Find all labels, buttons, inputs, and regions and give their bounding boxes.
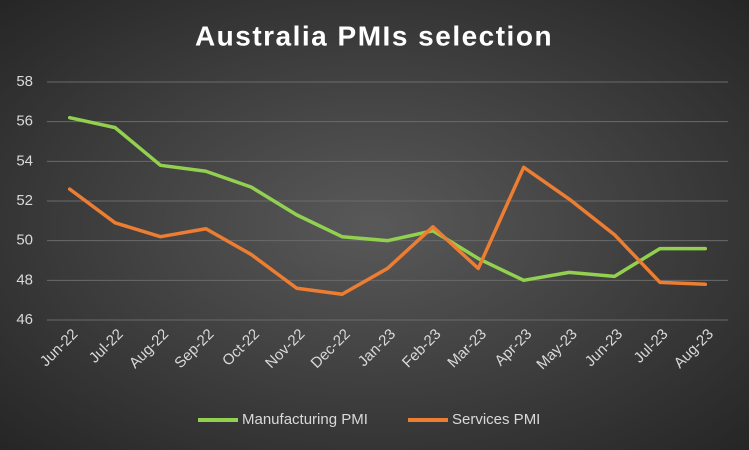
series-line (67, 165, 708, 296)
y-tick-label: 56 (16, 113, 33, 130)
y-tick-label: 48 (16, 271, 33, 288)
y-tick-label: 58 (16, 73, 33, 90)
y-tick-label: 50 (16, 232, 33, 249)
y-tick-label: 54 (16, 152, 33, 169)
chart-title: Australia PMIs selection (195, 20, 553, 51)
series-line (67, 115, 708, 283)
y-tick-label: 52 (16, 192, 33, 209)
legend-label: Services PMI (452, 411, 540, 428)
legend-label: Manufacturing PMI (242, 411, 368, 428)
y-tick-label: 46 (16, 311, 33, 328)
